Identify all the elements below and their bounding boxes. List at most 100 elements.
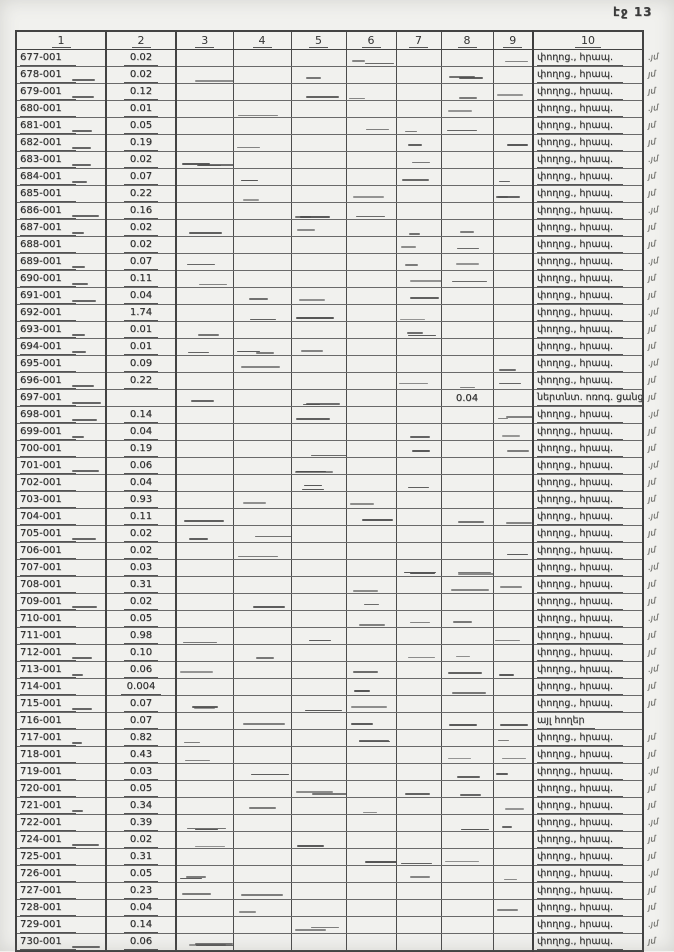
- empty-cell-4: [232, 287, 291, 305]
- empty-cell-6: [345, 117, 396, 135]
- parcel-id-cell: 688-001: [16, 236, 106, 254]
- empty-cell-4: [232, 389, 291, 407]
- area-value: 0.02: [123, 50, 159, 66]
- col8-cell: [440, 780, 493, 798]
- col8-cell: [440, 712, 493, 730]
- empty-cell-5: [290, 372, 346, 390]
- area-value: 0.01: [123, 101, 159, 117]
- empty-cell-4: [232, 848, 291, 866]
- parcel-id: 698-001: [20, 407, 76, 423]
- scan-dash: [256, 657, 275, 660]
- empty-cell-9: [492, 763, 533, 781]
- scan-dash: [197, 334, 220, 336]
- parcel-id-cell: 689-001: [16, 253, 106, 271]
- area-value: 0.05: [123, 781, 159, 797]
- empty-cell-6: [345, 406, 396, 424]
- empty-cell-5: [290, 593, 346, 611]
- col8-cell: [440, 372, 493, 390]
- col8-cell: [440, 168, 493, 186]
- area-value: 0.16: [123, 203, 159, 219]
- scan-dash: [295, 216, 311, 219]
- empty-cell-5: [290, 780, 346, 798]
- empty-cell-9: [492, 49, 533, 67]
- empty-cell-9: [492, 304, 533, 322]
- area-cell: 0.82: [105, 729, 176, 747]
- col8-cell: [440, 100, 493, 118]
- empty-cell-6: [345, 848, 396, 866]
- usage-cell: փողոց., հրապ.: [532, 185, 643, 203]
- empty-cell-9: [492, 712, 533, 730]
- col8-cell: [440, 814, 493, 832]
- empty-cell-4: [232, 712, 291, 730]
- scan-dash: [409, 297, 440, 299]
- scan-dash: [496, 909, 519, 911]
- empty-cell-6: [345, 712, 396, 730]
- scan-dash: [300, 215, 330, 218]
- table-row: 694-001 0.01 փողոց., հրապ.: [16, 338, 643, 356]
- usage-cell: ներտնտ. ոռոգ. ցանց: [532, 389, 643, 407]
- empty-cell-9: [492, 338, 533, 356]
- scan-dash: [303, 484, 323, 487]
- scan-dash: [186, 263, 215, 266]
- empty-cell-6: [345, 423, 396, 441]
- empty-cell-6: [345, 933, 396, 952]
- parcel-id: 696-001: [20, 373, 76, 389]
- edge-mark: յմ: [647, 884, 657, 896]
- edge-mark: .յմ: [647, 357, 659, 369]
- usage-cell: փողոց., հրապ.: [532, 933, 643, 952]
- empty-cell-7: [395, 508, 441, 526]
- empty-cell-5: [290, 202, 346, 220]
- parcel-id: 687-001: [20, 220, 76, 236]
- table-row: 698-001 0.14 փողոց., հրապ.: [16, 406, 643, 424]
- parcel-id: 678-001: [20, 67, 76, 83]
- empty-cell-9: [492, 899, 533, 917]
- col8-cell: [440, 134, 493, 152]
- scan-dash: [302, 403, 320, 406]
- scan-dash: [458, 97, 478, 99]
- empty-cell-6: [345, 593, 396, 611]
- empty-cell-5: [290, 644, 346, 662]
- empty-cell-9: [492, 355, 533, 373]
- empty-cell-4: [232, 491, 291, 509]
- scan-dash: [236, 146, 261, 149]
- usage-label: փողոց., հրապ.: [537, 679, 623, 695]
- parcel-id: 708-001: [20, 577, 76, 593]
- empty-cell-5: [290, 729, 346, 747]
- area-cell: 0.02: [105, 151, 176, 169]
- empty-cell-7: [395, 168, 441, 186]
- empty-cell-9: [492, 865, 533, 883]
- area-cell: 0.07: [105, 253, 176, 271]
- area-value: 1.74: [123, 305, 159, 321]
- empty-cell-6: [345, 355, 396, 373]
- area-cell: 0.22: [105, 185, 176, 203]
- empty-cell-6: [345, 270, 396, 288]
- empty-cell-4: [232, 933, 291, 952]
- empty-cell-7: [395, 899, 441, 917]
- edge-mark: յմ: [647, 170, 657, 182]
- usage-label: փողոց., հրապ.: [537, 543, 623, 559]
- area-cell: 0.19: [105, 134, 176, 152]
- empty-cell-3: [175, 236, 233, 254]
- empty-cell-5: [290, 287, 346, 305]
- empty-cell-3: [175, 848, 233, 866]
- empty-cell-4: [232, 763, 291, 781]
- scan-dash: [400, 246, 416, 248]
- empty-cell-3: [175, 865, 233, 883]
- area-value: 0.43: [123, 747, 159, 763]
- area-cell: 0.22: [105, 372, 176, 390]
- scan-dash: [504, 60, 528, 63]
- empty-cell-5: [290, 508, 346, 526]
- edge-mark: .յմ: [647, 663, 659, 675]
- usage-label: փողոց., հրապ.: [537, 152, 623, 168]
- scan-dash: [254, 535, 291, 538]
- empty-cell-3: [175, 134, 233, 152]
- scan-dash: [409, 572, 435, 575]
- parcel-id-cell: 711-001: [16, 627, 106, 645]
- edge-mark: յմ: [647, 544, 657, 556]
- area-cell: 0.31: [105, 576, 176, 594]
- edge-mark: յմ: [647, 272, 657, 284]
- empty-cell-4: [232, 49, 291, 67]
- empty-cell-3: [175, 355, 233, 373]
- empty-cell-3: [175, 304, 233, 322]
- scan-dash: [408, 233, 421, 235]
